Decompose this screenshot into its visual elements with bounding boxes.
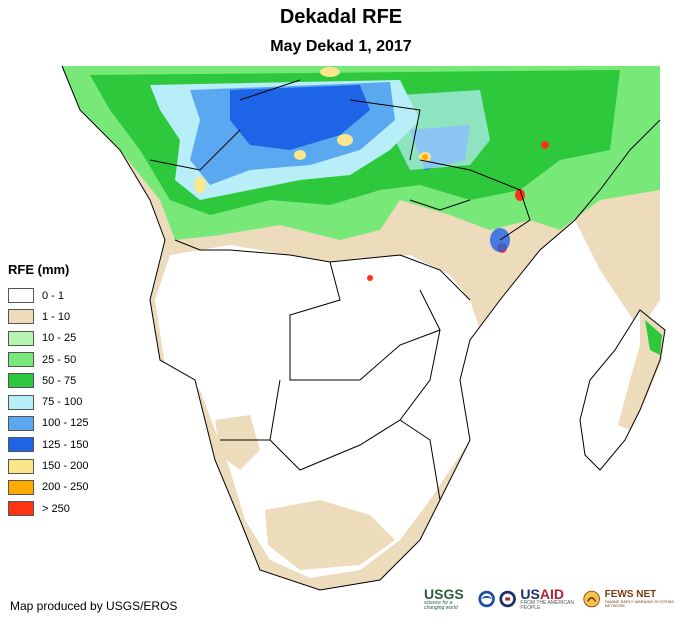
legend-label: 125 - 150 xyxy=(42,438,89,451)
fews-net-tagline: FAMINE EARLY WARNING SYSTEMS NETWORK xyxy=(604,599,674,608)
usaid-logo-text: USAID xyxy=(520,587,579,601)
legend-swatch xyxy=(8,437,34,453)
legend-item: 1 - 10 xyxy=(8,306,88,327)
legend-item: 75 - 100 xyxy=(8,391,88,412)
zone-gt-250 xyxy=(367,275,373,281)
usaid-aid: AID xyxy=(539,586,564,602)
map-subtitle: May Dekad 1, 2017 xyxy=(270,38,412,55)
legend-swatch xyxy=(8,352,34,368)
legend-label: 100 - 125 xyxy=(42,417,89,430)
legend-label: 150 - 200 xyxy=(42,460,89,473)
legend-swatch xyxy=(8,394,34,410)
fews-net-logo: FEWS NET FAMINE EARLY WARNING SYSTEMS NE… xyxy=(605,590,676,608)
usaid-us: US xyxy=(520,586,540,602)
legend-item: 150 - 200 xyxy=(8,455,88,476)
legend-label: 1 - 10 xyxy=(42,310,71,323)
zone-125-150 xyxy=(230,85,370,150)
legend-swatch xyxy=(8,458,34,474)
legend-swatch xyxy=(8,501,34,517)
rainfall-zones xyxy=(62,66,665,590)
legend-label: 50 - 75 xyxy=(42,374,77,387)
legend-label: 25 - 50 xyxy=(42,353,77,366)
legend-label: 0 - 1 xyxy=(42,289,65,302)
usgs-logo-text: USGS xyxy=(424,586,464,602)
coastline xyxy=(61,65,661,591)
usgs-logo: USGS science for a changing world xyxy=(424,587,474,611)
madagascar-coast xyxy=(579,309,666,471)
legend-swatch xyxy=(8,288,34,304)
zone-0-1 xyxy=(155,245,480,578)
legend-label: 10 - 25 xyxy=(42,332,77,345)
noaa-seal-icon xyxy=(478,590,495,608)
legend-item: 0 - 1 xyxy=(8,285,88,306)
legend-swatch xyxy=(8,415,34,431)
legend-swatch xyxy=(8,330,34,346)
map-title: Dekadal RFE xyxy=(279,6,403,28)
usgs-tagline: science for a changing world xyxy=(424,600,458,611)
madagascar-green xyxy=(645,320,662,355)
zone-1-10-kalahari xyxy=(215,415,260,470)
logo-bar: USGS science for a changing world USAID … xyxy=(424,584,676,614)
usaid-logo: USAID FROM THE AMERICAN PEOPLE xyxy=(520,587,579,611)
legend-swatch xyxy=(8,479,34,495)
legend-swatch xyxy=(8,309,34,325)
zone-gt-250 xyxy=(541,141,549,149)
legend-item: 10 - 25 xyxy=(8,328,88,349)
borders xyxy=(61,65,666,591)
legend-item: 125 - 150 xyxy=(8,434,88,455)
zone-150-200 xyxy=(320,67,340,77)
legend-item: 50 - 75 xyxy=(8,370,88,391)
legend-label: 75 - 100 xyxy=(42,396,83,409)
legend: RFE (mm) 0 - 1 1 - 10 10 - 25 25 - 50 50 - 7… xyxy=(8,262,88,519)
legend-item: 100 - 125 xyxy=(8,413,88,434)
usaid-tagline: FROM THE AMERICAN PEOPLE xyxy=(520,600,574,611)
legend-label: 200 - 250 xyxy=(42,481,89,494)
fews-net-text: FEWS NET xyxy=(604,589,657,600)
border xyxy=(149,79,531,501)
zone-200-250 xyxy=(422,154,428,160)
credit-text: Map produced by USGS/EROS xyxy=(10,599,178,613)
legend-label: > 250 xyxy=(42,502,70,515)
zone-150-200 xyxy=(337,134,353,146)
fews-net-icon xyxy=(583,590,601,608)
zone-150-200 xyxy=(194,177,206,193)
legend-item: 25 - 50 xyxy=(8,349,88,370)
legend-item: 200 - 250 xyxy=(8,477,88,498)
legend-title: RFE (mm) xyxy=(8,262,70,277)
zone-150-200 xyxy=(294,150,306,160)
legend-item: > 250 xyxy=(8,498,88,519)
zone-1-10-south xyxy=(265,500,395,570)
usaid-seal-icon xyxy=(499,590,517,608)
legend-swatch xyxy=(8,373,34,389)
